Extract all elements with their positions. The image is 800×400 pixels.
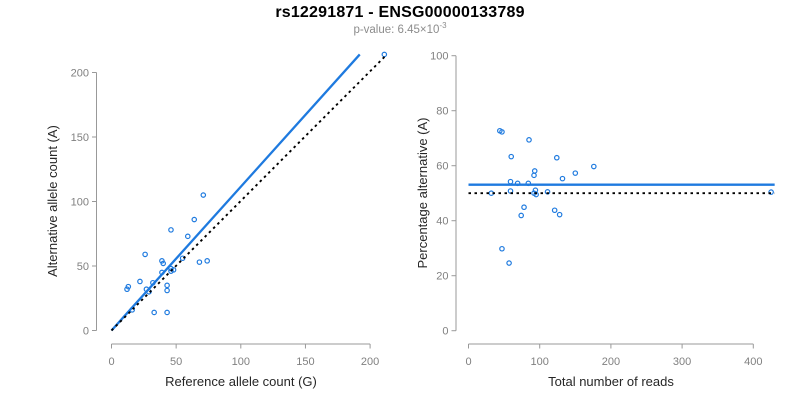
allele-counts-panel: 0 50 100 150 200 0 50 100 150 200 Reference allele…	[45, 51, 388, 389]
data-point	[518, 212, 524, 219]
x-tick-label: 400	[744, 356, 762, 368]
data-point	[142, 251, 148, 258]
data-point	[151, 309, 157, 316]
data-point	[168, 227, 174, 233]
data-point	[191, 216, 198, 223]
y-axis-title: Percentage alternative (A)	[415, 117, 430, 268]
x-tick-label: 50	[170, 356, 182, 368]
figure-title: rs12291871 - ENSG00000133789	[275, 4, 525, 21]
y-tick-label: 50	[77, 261, 89, 273]
x-tick-label: 0	[465, 356, 471, 368]
x-tick-label: 100	[531, 356, 549, 368]
y-tick-label: 0	[442, 326, 448, 338]
fit-line	[110, 53, 361, 332]
x-axis-title: Total number of reads	[548, 374, 674, 389]
data-point	[556, 211, 563, 218]
y-tick-label: 200	[71, 68, 89, 80]
data-point	[531, 172, 537, 179]
y-tick-label: 80	[436, 106, 448, 118]
data-point	[559, 175, 566, 182]
y-tick-label: 60	[436, 161, 448, 173]
data-point	[521, 204, 527, 211]
data-point	[125, 283, 132, 290]
data-point	[184, 233, 191, 240]
data-point	[508, 153, 515, 160]
y-tick-label: 20	[436, 271, 448, 283]
x-tick-label: 100	[232, 356, 250, 368]
pvalue-exponent: -3	[439, 21, 447, 31]
figure-subtitle: p-value: 6.45×10-3	[0, 21, 800, 36]
identity-line	[110, 55, 387, 332]
figure-header: rs12291871 - ENSG00000133789 p-value: 6.…	[0, 0, 800, 36]
data-point	[499, 129, 505, 135]
data-point	[200, 192, 207, 198]
x-axis-title: Reference allele count (G)	[165, 374, 317, 389]
data-point	[499, 245, 505, 252]
data-point	[137, 278, 143, 285]
y-tick-label: 40	[436, 216, 448, 228]
data-point	[164, 282, 170, 289]
x-tick-label: 200	[361, 356, 379, 368]
percentage-panel: 0 100 200 300 400 0 20 40 60 80 100 Total number of…	[415, 51, 775, 389]
data-point	[164, 309, 170, 316]
y-tick-label: 0	[83, 326, 89, 338]
data-point	[572, 170, 579, 176]
y-tick-label: 100	[430, 51, 448, 63]
data-point	[381, 51, 388, 58]
x-tick-label: 150	[296, 356, 314, 368]
data-point	[196, 259, 203, 265]
data-point	[531, 168, 538, 174]
data-point	[768, 189, 774, 195]
y-tick-label: 150	[71, 132, 89, 144]
data-point	[160, 260, 167, 267]
data-point	[506, 260, 512, 266]
data-point	[553, 154, 560, 161]
data-point	[507, 178, 514, 185]
data-point	[204, 258, 210, 264]
x-tick-label: 200	[602, 356, 620, 368]
data-point	[551, 207, 558, 214]
y-tick-label: 100	[71, 197, 89, 209]
data-point	[526, 137, 532, 143]
x-tick-label: 0	[108, 356, 114, 368]
data-point	[164, 287, 170, 294]
pvalue-text: p-value: 6.45×10	[353, 24, 440, 36]
x-tick-label: 300	[673, 356, 691, 368]
data-point	[591, 163, 597, 170]
y-axis-title: Alternative allele count (A)	[45, 125, 60, 277]
